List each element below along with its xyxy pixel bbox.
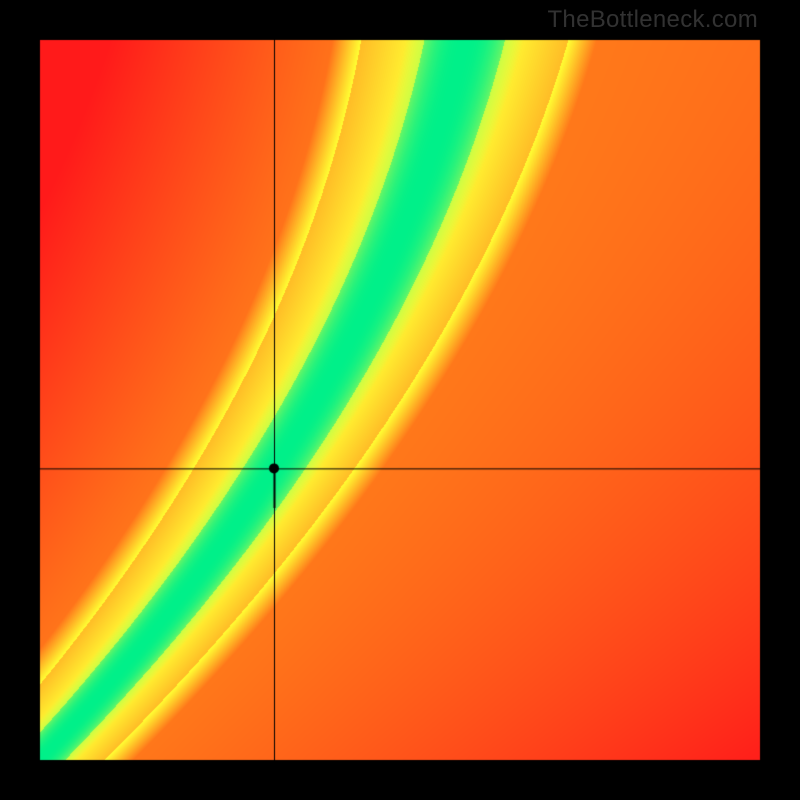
chart-container: TheBottleneck.com — [0, 0, 800, 800]
heatmap-canvas — [0, 0, 800, 800]
watermark-text: TheBottleneck.com — [547, 6, 758, 34]
